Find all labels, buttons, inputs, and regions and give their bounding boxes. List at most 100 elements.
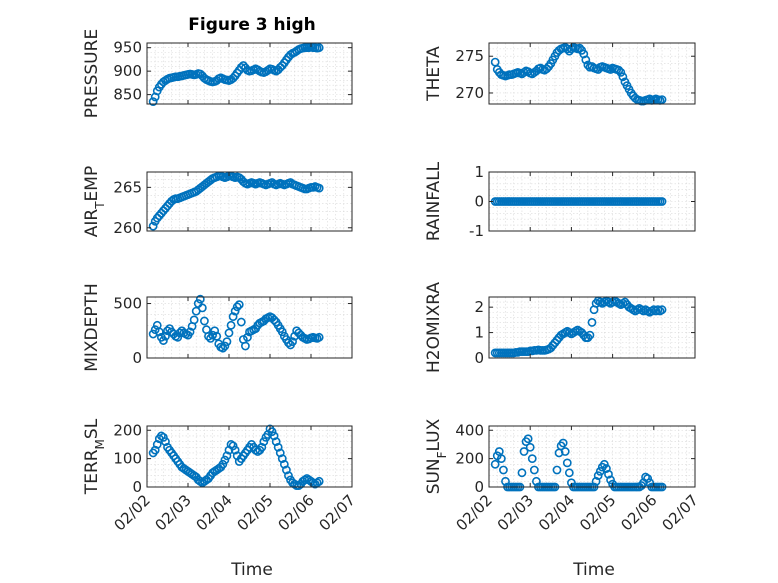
series-mixdepth xyxy=(148,294,324,353)
axes-box xyxy=(488,296,696,359)
data-point xyxy=(236,317,246,327)
data-point xyxy=(210,326,220,336)
data-point xyxy=(259,437,269,446)
figure-title: Figure 3 high xyxy=(188,15,316,35)
data-point xyxy=(218,343,228,353)
data-point xyxy=(643,474,653,483)
data-point xyxy=(173,332,183,342)
data-point xyxy=(614,65,624,75)
y-tick-label: 1 xyxy=(474,324,484,342)
y-tick-label: 270 xyxy=(455,84,484,102)
x-tick-label: 02/06 xyxy=(275,491,318,534)
data-point xyxy=(501,476,510,486)
data-point xyxy=(657,197,667,206)
data-point xyxy=(204,331,213,341)
y-tick-label: 0 xyxy=(474,193,484,211)
y-tick-label: -1 xyxy=(469,222,484,240)
axes-box xyxy=(146,296,353,359)
data-point xyxy=(228,441,238,451)
y-tick-label: 500 xyxy=(113,295,142,313)
data-point xyxy=(232,302,242,312)
data-point xyxy=(529,465,539,475)
data-point xyxy=(562,458,572,468)
y-tick-label: 400 xyxy=(455,421,484,439)
data-point xyxy=(267,427,277,437)
panel-h2omixra: 0 1 2 H2OMIXRA xyxy=(424,282,696,373)
data-point xyxy=(527,454,537,464)
data-point xyxy=(222,451,232,461)
y-tick-label: 2 xyxy=(474,298,484,316)
data-point xyxy=(277,454,287,464)
panel-mixdepth: 0 500 MIXDEPTH xyxy=(82,283,353,372)
data-point xyxy=(314,332,324,342)
y-tick-label: 850 xyxy=(113,86,142,104)
data-point xyxy=(606,65,615,74)
data-point xyxy=(490,459,500,469)
data-point xyxy=(314,183,324,193)
y-tick-label: 275 xyxy=(455,47,484,65)
x-tick-label: 02/07 xyxy=(316,491,359,534)
data-point xyxy=(314,43,324,53)
data-point xyxy=(604,469,613,479)
data-point xyxy=(226,320,236,330)
data-point xyxy=(657,305,667,315)
data-point xyxy=(523,434,533,444)
y-tick-label: 265 xyxy=(113,178,142,196)
data-point xyxy=(158,336,168,345)
y-tick-label: 0 xyxy=(132,478,142,496)
data-point xyxy=(220,455,230,465)
x-tick-label: 02/02 xyxy=(453,491,496,534)
data-point xyxy=(195,294,205,304)
data-point xyxy=(257,442,267,452)
y-axis-label: PRESSURE xyxy=(82,29,102,118)
data-point xyxy=(269,431,279,441)
y-axis-label: AIRTEMP xyxy=(82,166,107,237)
data-point xyxy=(161,437,170,446)
data-point xyxy=(234,300,244,310)
y-tick-label: 0 xyxy=(474,349,484,367)
grid xyxy=(146,172,353,231)
data-point xyxy=(230,445,240,455)
y-tick-label: 260 xyxy=(113,219,142,237)
y-tick-label: 950 xyxy=(113,39,142,57)
series-h2omixra xyxy=(490,296,667,358)
y-axis-label: TERRMSL xyxy=(82,418,107,495)
y-axis-label: SUNFLUX xyxy=(424,418,449,494)
data-point xyxy=(224,328,234,338)
data-point xyxy=(496,454,506,464)
data-point xyxy=(593,471,603,481)
data-point xyxy=(220,341,230,351)
data-point xyxy=(222,337,232,347)
data-point xyxy=(284,338,293,348)
data-point xyxy=(281,465,291,475)
panel-air_temp: 260 265 AIRTEMP xyxy=(82,166,353,237)
data-point xyxy=(158,432,168,442)
data-point xyxy=(212,331,222,341)
y-tick-label: 0 xyxy=(474,478,484,496)
plot-area xyxy=(489,426,695,487)
y-tick-label: 200 xyxy=(113,421,142,439)
y-tick-label: 100 xyxy=(113,450,142,468)
x-tick-label: 02/03 xyxy=(152,491,195,534)
axes-box xyxy=(146,425,353,488)
x-tick-label: 02/05 xyxy=(576,491,619,534)
data-point xyxy=(154,327,164,337)
data-point xyxy=(560,447,570,456)
data-point xyxy=(208,330,217,340)
data-point xyxy=(175,328,185,338)
data-point xyxy=(575,43,585,53)
panel-theta: 270 275 THETA xyxy=(424,42,696,106)
series-rainfall xyxy=(490,197,667,206)
data-point xyxy=(552,465,562,475)
data-point xyxy=(275,448,285,458)
x-tick-label: 02/04 xyxy=(535,491,578,534)
data-point xyxy=(277,327,287,337)
series-theta xyxy=(490,43,667,106)
x-tick-label: 02/07 xyxy=(659,491,702,534)
x-tick-label: 02/06 xyxy=(617,491,660,534)
series-pressure xyxy=(148,42,324,107)
data-point xyxy=(288,337,297,347)
data-point xyxy=(599,459,609,469)
